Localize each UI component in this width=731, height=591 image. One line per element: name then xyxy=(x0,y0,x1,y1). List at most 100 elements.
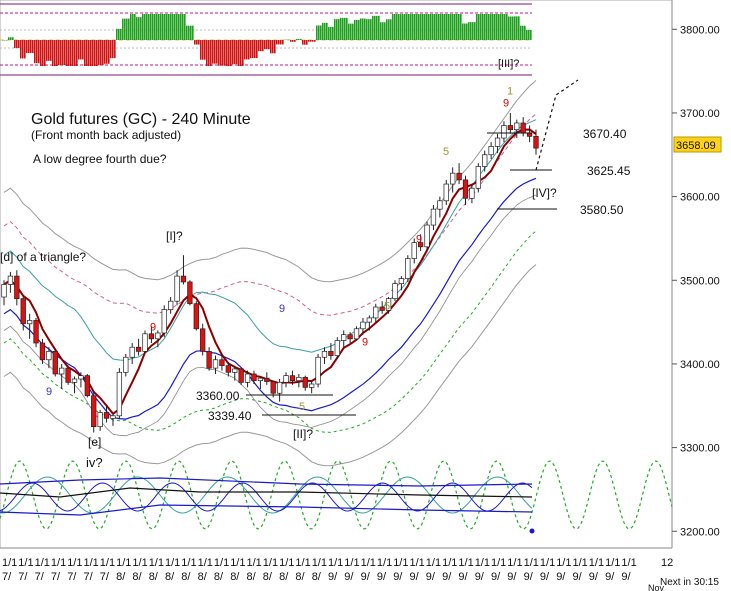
candle-up xyxy=(385,298,392,311)
histogram-bar xyxy=(26,40,28,53)
histogram-bar xyxy=(6,40,8,41)
histogram-bar xyxy=(296,38,298,40)
time-date-label: 7/ xyxy=(67,571,77,583)
histogram-bar xyxy=(300,38,302,40)
time-count-label: 1/1 xyxy=(51,557,66,569)
candle-down xyxy=(533,136,539,149)
candle-up xyxy=(514,122,520,131)
time-count-label: 1/1 xyxy=(507,557,522,569)
time-date-label: 9/ xyxy=(589,571,599,583)
time-date-label: 9/ xyxy=(524,571,534,583)
histogram-bar xyxy=(114,40,116,59)
histogram-bar xyxy=(86,40,88,66)
count-mark: 9 xyxy=(150,321,156,333)
histogram-bar xyxy=(134,14,136,40)
time-date-label: 9/ xyxy=(573,571,583,583)
level-label-3360: 3360.00 xyxy=(196,389,240,403)
histogram-bar xyxy=(370,19,372,40)
time-date-label: 9/ xyxy=(328,571,338,583)
histogram-bar xyxy=(92,40,94,66)
candle-up xyxy=(424,224,430,248)
histogram-bar xyxy=(10,37,12,40)
candle-up xyxy=(321,351,328,358)
histogram-bar xyxy=(88,40,90,66)
candle-down xyxy=(14,275,20,300)
candle-up xyxy=(78,375,84,380)
histogram-bar xyxy=(174,14,176,40)
histogram-bar xyxy=(494,14,496,40)
cycle-end-dot xyxy=(529,528,535,534)
histogram-bar xyxy=(266,40,268,50)
time-count-label: 1/1 xyxy=(84,557,99,569)
cycle-wave-teal xyxy=(0,476,533,514)
candle-up xyxy=(366,317,372,323)
time-date-label: 7/ xyxy=(18,571,28,583)
histogram-bar xyxy=(118,28,120,40)
histogram-bar xyxy=(132,14,134,40)
histogram-bar xyxy=(482,14,484,40)
histogram-bar xyxy=(368,19,370,40)
time-date-label: 9/ xyxy=(491,571,501,583)
candle-down xyxy=(456,172,462,181)
candle-up xyxy=(168,300,174,310)
histogram-bar xyxy=(340,17,342,40)
histogram-bar xyxy=(230,40,232,66)
lower-outer-band xyxy=(3,264,537,467)
cycle-oscillator xyxy=(0,460,673,534)
histogram-bar xyxy=(440,14,442,40)
histogram-bar xyxy=(526,29,528,40)
histogram-bar xyxy=(172,14,174,40)
histogram-bar xyxy=(182,14,184,40)
time-count-label: 1/1 xyxy=(475,557,490,569)
time-date-label: 8/ xyxy=(295,571,305,583)
histogram-bar xyxy=(190,25,192,40)
histogram-bar xyxy=(136,17,138,40)
time-count-label: 1/1 xyxy=(230,557,245,569)
time-date-label: 9/ xyxy=(393,571,403,583)
histogram-bar xyxy=(148,14,150,40)
histogram-bar xyxy=(376,15,378,40)
histogram-bar xyxy=(372,15,374,40)
histogram-bar xyxy=(330,26,332,40)
histogram-bar xyxy=(318,25,320,40)
candle-up xyxy=(7,275,14,285)
time-count-label: 1/1 xyxy=(214,557,229,569)
histogram-bar xyxy=(162,14,164,40)
histogram-bar xyxy=(46,40,48,61)
histogram-bar xyxy=(434,14,436,40)
candle-down xyxy=(520,122,526,134)
histogram-bar xyxy=(66,40,68,66)
histogram-bar xyxy=(128,18,130,40)
count-mark: 9 xyxy=(362,337,368,349)
histogram-bar xyxy=(202,40,204,60)
histogram-bar xyxy=(516,16,518,40)
histogram-bar xyxy=(124,18,126,40)
time-date-label: 7/ xyxy=(84,571,94,583)
histogram-bar xyxy=(50,40,52,61)
time-date-label: 8/ xyxy=(279,571,289,583)
candle-down xyxy=(219,359,225,366)
histogram-bar xyxy=(332,26,334,40)
histogram-bar xyxy=(312,40,314,42)
histogram-bar xyxy=(364,18,366,40)
candle-up xyxy=(398,278,405,284)
candle-up xyxy=(430,208,437,226)
histogram-bar xyxy=(468,22,470,40)
candle-down xyxy=(270,381,276,394)
histogram-bar xyxy=(478,14,480,40)
chart-note: A low degree fourth due? xyxy=(33,152,167,166)
time-date-label: 9/ xyxy=(458,571,468,583)
candle-up xyxy=(405,258,411,279)
count-mark: 1 xyxy=(507,86,513,98)
histogram-bar xyxy=(456,14,458,40)
candle-up xyxy=(373,306,379,319)
price-tick-label: 3800.00 xyxy=(680,24,720,36)
histogram-bar xyxy=(294,40,296,42)
time-count-label: 1/1 xyxy=(344,557,359,569)
histogram-bar xyxy=(388,19,390,40)
current-price-box xyxy=(673,136,722,153)
histogram-bar xyxy=(64,40,66,66)
candle-up xyxy=(174,275,180,302)
histogram-bar xyxy=(56,40,58,66)
